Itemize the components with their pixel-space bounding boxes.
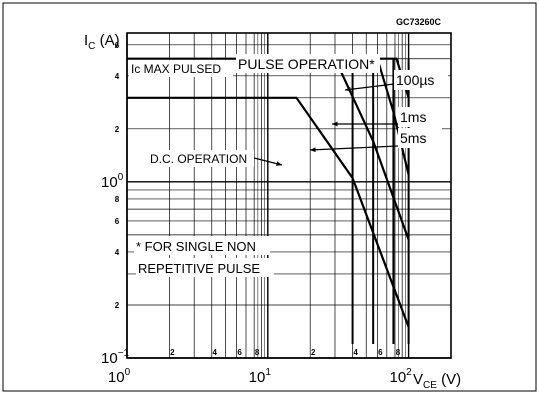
x-tick-label-major: 101 (249, 367, 272, 386)
label-background (129, 60, 233, 77)
x-tick-label-minor: 6 (378, 348, 383, 357)
plot-frame (126, 32, 452, 359)
footnote-line-1: * FOR SINGLE NON (136, 239, 256, 254)
footnote-line-2: REPETITIVE PULSE (138, 261, 260, 276)
arrow-dc-head (276, 161, 282, 166)
arrow-100us (344, 83, 395, 91)
x-tick-label-minor: 8 (255, 348, 260, 357)
annotation-100us: 100µs (396, 72, 434, 88)
annotation-1ms: 1ms (400, 109, 426, 125)
arrow-5ms-head (310, 147, 316, 153)
label-background (134, 236, 270, 255)
x-tick-label-minor: 4 (213, 348, 218, 357)
x-tick-label-minor: 2 (311, 348, 316, 357)
annotation-dc-operation: D.C. OPERATION (150, 152, 247, 166)
label-background (236, 54, 380, 73)
annotations: Ic MAX PULSED PULSE OPERATION* 100µs 1ms 5ms… (129, 54, 448, 277)
series-line (127, 57, 410, 240)
grid-major (126, 32, 452, 359)
y-tick-label-major: 10−1 (101, 348, 130, 367)
y-tick-label-minor: 6 (115, 41, 120, 50)
x-tick-label-minor: 8 (396, 348, 401, 357)
y-tick-label-minor: 2 (115, 125, 120, 134)
label-background (394, 70, 448, 90)
arrow-1ms-head (332, 121, 338, 127)
x-axis-title: VCE (V) (413, 371, 461, 391)
label-background (148, 150, 254, 167)
arrow-5ms (309, 145, 399, 151)
x-tick-label-minor: 6 (237, 348, 242, 357)
y-tick-label-minor: 6 (115, 217, 120, 226)
y-tick-label-minor: 4 (115, 248, 120, 257)
x-tick-label-minor: 2 (170, 348, 175, 357)
y-tick-label-minor: 4 (115, 72, 120, 81)
figure-code: GC73260C (396, 17, 442, 27)
x-tick-label-minor: 4 (353, 348, 358, 357)
x-tick-label-major: 100 (108, 367, 131, 386)
annotation-pulse-operation: PULSE OPERATION* (238, 56, 375, 72)
y-tick-label-major: 100 (101, 172, 124, 191)
label-background (398, 128, 442, 148)
y-tick-label-minor: 8 (115, 195, 120, 204)
y-tick-label-minor: 2 (115, 301, 120, 310)
series-line (127, 96, 410, 328)
annotation-ic-max: Ic MAX PULSED (131, 62, 221, 76)
label-background (136, 258, 274, 277)
arrow-100us-head (345, 87, 351, 92)
label-background (398, 107, 438, 127)
y-axis-title: IC (A) (84, 32, 120, 52)
annotation-5ms: 5ms (400, 130, 426, 146)
x-tick-label-major: 102 (389, 367, 412, 386)
